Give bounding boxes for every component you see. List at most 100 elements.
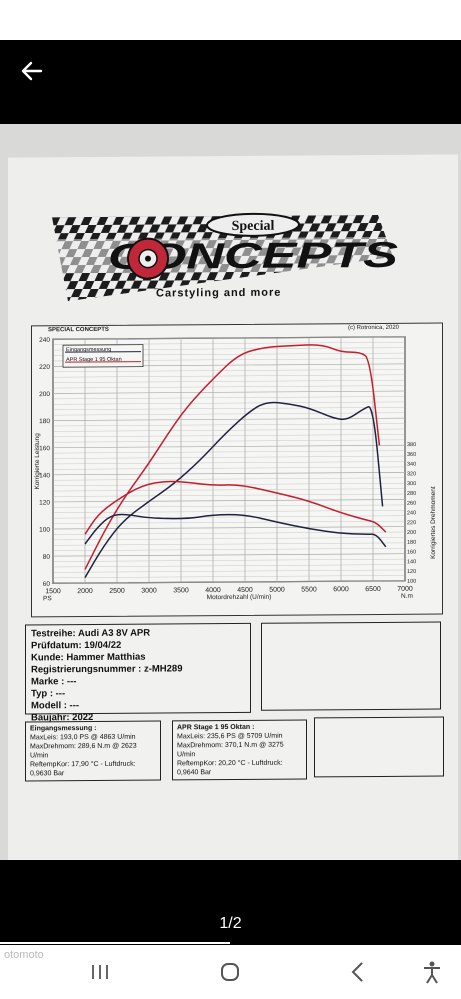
y2-axis-label: Korrigiertes Drehmoment bbox=[430, 486, 437, 559]
x-tick-label: 3000 bbox=[141, 588, 157, 595]
photo-image: Special CONCEPTS Carstyling and more SPE… bbox=[0, 124, 461, 860]
y-tick-label: 100 bbox=[39, 527, 50, 534]
series-line-power bbox=[84, 401, 384, 578]
result-right-line2: MaxDrehmom: 370,1 N.m @ 3275 bbox=[177, 741, 284, 750]
y-grid-line bbox=[53, 477, 405, 481]
y-grid-line bbox=[53, 439, 405, 443]
y-grid-line bbox=[53, 499, 405, 503]
series-line-power bbox=[84, 344, 381, 570]
y-grid-line bbox=[53, 537, 405, 541]
y-grid-line bbox=[53, 396, 405, 400]
legend-swatch bbox=[65, 351, 141, 353]
logo-tagline-text: Carstyling and more bbox=[156, 287, 281, 300]
x-tick-label: 6000 bbox=[333, 586, 349, 593]
y2-tick-label: 300 bbox=[407, 481, 416, 487]
plot-area bbox=[52, 336, 406, 584]
pager-progress bbox=[0, 942, 230, 944]
x-axis-label: Motordrehzahl (U/min) bbox=[207, 594, 272, 601]
y-grid-line bbox=[53, 553, 405, 557]
x-tick-label: 6500 bbox=[365, 586, 381, 593]
y-unit-label: PS bbox=[43, 595, 52, 602]
y-grid-line bbox=[53, 369, 405, 372]
y2-tick-label: 100 bbox=[407, 579, 416, 585]
y-grid-line bbox=[53, 423, 405, 427]
y-grid-line bbox=[53, 526, 405, 530]
y-grid-line bbox=[53, 444, 405, 449]
chevron-left-icon bbox=[351, 962, 363, 982]
vehicle-info-box: Testreihe: Audi A3 8V APR Prüfdatum: 19/… bbox=[25, 622, 251, 723]
y2-tick-label: 120 bbox=[407, 569, 416, 575]
y-grid-line bbox=[53, 580, 405, 584]
y2-tick-label: 320 bbox=[407, 471, 416, 477]
accessibility-button[interactable] bbox=[418, 959, 446, 985]
y-grid-line bbox=[53, 542, 405, 546]
y-grid-line bbox=[53, 455, 405, 459]
y-tick-label: 120 bbox=[39, 499, 50, 506]
image-counter: 1/2 bbox=[219, 915, 242, 932]
android-nav-bar: otomoto bbox=[0, 945, 461, 999]
y-grid-line bbox=[53, 407, 405, 410]
y-grid-line bbox=[53, 401, 405, 405]
y-grid-line bbox=[53, 569, 405, 573]
recent-apps-button[interactable] bbox=[86, 959, 114, 985]
back-nav-button[interactable] bbox=[344, 959, 372, 985]
y-grid-line bbox=[53, 466, 405, 470]
y-grid-line bbox=[53, 374, 405, 378]
x-tick-label: 7000 bbox=[397, 586, 413, 593]
y-grid-line bbox=[53, 504, 405, 508]
y2-tick-label: 280 bbox=[407, 491, 416, 497]
y-grid-line bbox=[53, 510, 405, 513]
result-box-eingangsmessung: Eingangsmessung : MaxLeis: 193,0 PS @ 48… bbox=[25, 720, 161, 782]
recent-apps-icon bbox=[92, 965, 108, 979]
logo-special-text: Special bbox=[232, 219, 275, 234]
series-line-torque bbox=[84, 513, 387, 548]
y-grid-line bbox=[53, 461, 405, 465]
x-tick-label: 4000 bbox=[205, 587, 221, 594]
y2-tick-label: 140 bbox=[407, 559, 416, 565]
x-tick-label: 2000 bbox=[77, 588, 93, 595]
y-grid-line bbox=[53, 488, 405, 492]
y-grid-line bbox=[53, 521, 405, 524]
y-tick-label: 140 bbox=[39, 472, 50, 479]
y-grid-line bbox=[53, 472, 405, 476]
y-axis-label: Korrigierte Leistung bbox=[34, 433, 41, 490]
y-tick-label: 80 bbox=[43, 554, 51, 561]
y-grid-line bbox=[53, 412, 405, 416]
y2-tick-label: 200 bbox=[407, 530, 416, 536]
series-line-torque bbox=[84, 480, 387, 535]
viewer-bottom-bar: 1/2 bbox=[0, 860, 461, 945]
watermark-text: otomoto bbox=[4, 949, 44, 961]
accessibility-icon bbox=[424, 961, 440, 984]
y2-tick-label: 160 bbox=[407, 549, 416, 555]
y-grid-line bbox=[53, 558, 405, 562]
dyno-sheet: Special CONCEPTS Carstyling and more SPE… bbox=[8, 154, 458, 860]
y-grid-line bbox=[53, 548, 405, 551]
legend-entry: APR Stage 1 95 Oktan bbox=[66, 357, 122, 363]
y2-tick-label: 360 bbox=[407, 452, 416, 458]
y-grid-line bbox=[53, 336, 405, 340]
y2-tick-label: 220 bbox=[407, 520, 416, 526]
y2-tick-label: 260 bbox=[407, 501, 416, 507]
y-grid-line bbox=[53, 493, 405, 497]
legend-entry: Eingangsmessung bbox=[66, 347, 111, 353]
arrow-left-icon bbox=[21, 61, 43, 81]
home-icon bbox=[221, 963, 239, 981]
y2-tick-label: 380 bbox=[407, 442, 416, 448]
y-grid-line bbox=[53, 342, 405, 345]
y-tick-label: 160 bbox=[39, 445, 50, 452]
y-tick-label: 220 bbox=[39, 364, 50, 371]
home-button[interactable] bbox=[216, 959, 244, 985]
y-tick-label: 200 bbox=[39, 391, 50, 398]
x-tick-label: 3500 bbox=[173, 587, 189, 594]
y2-tick-label: 340 bbox=[407, 462, 416, 468]
y-grid-line bbox=[53, 380, 405, 383]
result-box-apr-stage1: APR Stage 1 95 Oktan : MaxLeis: 235,6 PS… bbox=[172, 719, 307, 781]
y-grid-line bbox=[53, 385, 405, 389]
y-tick-label: 240 bbox=[39, 337, 50, 344]
legend-swatch bbox=[65, 361, 141, 363]
y-grid-line bbox=[53, 434, 405, 438]
viewer-top-bar bbox=[0, 40, 461, 124]
back-button[interactable] bbox=[14, 56, 50, 86]
x-tick-label: 4500 bbox=[237, 587, 253, 594]
x-tick-label: 1500 bbox=[45, 588, 61, 595]
